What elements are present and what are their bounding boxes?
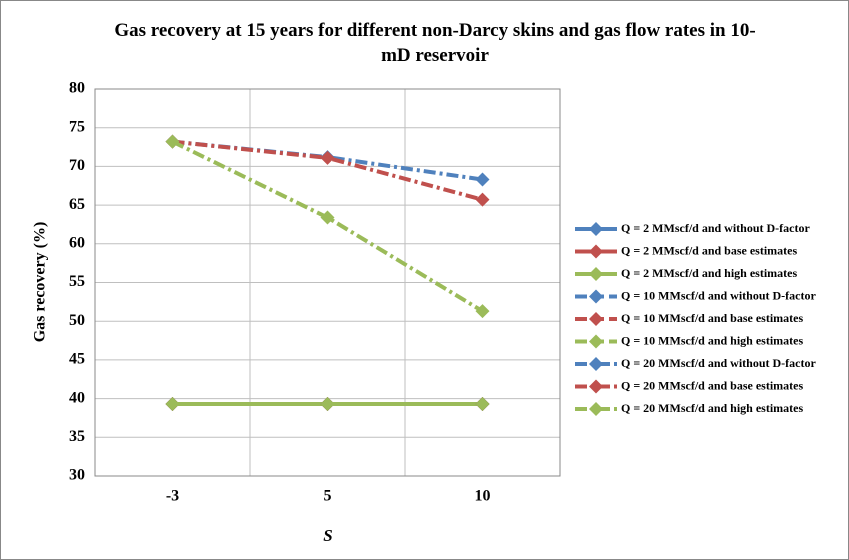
chart-title: Gas recovery at 15 years for different n… — [114, 20, 756, 66]
data-point — [475, 192, 490, 207]
y-tick-label: 40 — [69, 389, 85, 406]
x-tick-label: 10 — [475, 488, 491, 505]
y-axis-label: Gas recovery (%) — [32, 222, 49, 343]
y-tick-label: 70 — [69, 157, 85, 174]
y-tick-label: 60 — [69, 234, 85, 251]
y-tick-label: 55 — [69, 273, 85, 290]
legend-marker — [589, 312, 603, 326]
legend-marker — [589, 334, 603, 349]
data-point — [320, 397, 335, 412]
legend-label: Q = 10 MMscf/d and base estimates — [621, 311, 803, 325]
legend-marker — [589, 379, 603, 394]
y-tick-label: 75 — [69, 118, 85, 135]
data-point — [475, 172, 490, 187]
data-point — [320, 210, 335, 225]
legend-label: Q = 20 MMscf/d and base estimates — [621, 378, 803, 392]
legend-label: Q = 20 MMscf/d and high estimates — [621, 401, 803, 415]
legend-label: Q = 10 MMscf/d and high estimates — [621, 333, 803, 347]
series-line — [171, 139, 484, 313]
x-axis-label: S — [323, 526, 332, 545]
legend-label: Q = 2 MMscf/d and base estimates — [621, 243, 797, 257]
y-tick-label: 80 — [69, 80, 85, 97]
x-tick-label: 5 — [324, 488, 332, 505]
x-tick-label: -3 — [166, 488, 179, 505]
y-tick-label: 50 — [69, 312, 85, 329]
data-point — [165, 397, 180, 412]
legend-label: Q = 20 MMscf/d and without D-factor — [621, 356, 816, 370]
y-tick-label: 45 — [69, 351, 85, 368]
legend-marker — [589, 222, 603, 236]
data-point — [165, 134, 180, 149]
data-point — [320, 150, 335, 165]
legend-label: Q = 2 MMscf/d and without D-factor — [621, 221, 810, 235]
data-point — [475, 397, 490, 412]
plot-border — [94, 88, 561, 477]
legend-marker — [589, 357, 603, 371]
legend-marker — [589, 289, 603, 304]
legend-marker — [589, 267, 603, 281]
y-tick-label: 30 — [69, 467, 85, 484]
y-tick-label: 65 — [69, 196, 85, 213]
data-point — [475, 304, 490, 319]
legend-label: Q = 10 MMscf/d and without D-factor — [621, 288, 816, 302]
legend-marker — [589, 244, 603, 259]
y-tick-label: 35 — [69, 428, 85, 445]
legend-label: Q = 2 MMscf/d and high estimates — [621, 266, 797, 280]
legend-marker — [589, 402, 603, 416]
